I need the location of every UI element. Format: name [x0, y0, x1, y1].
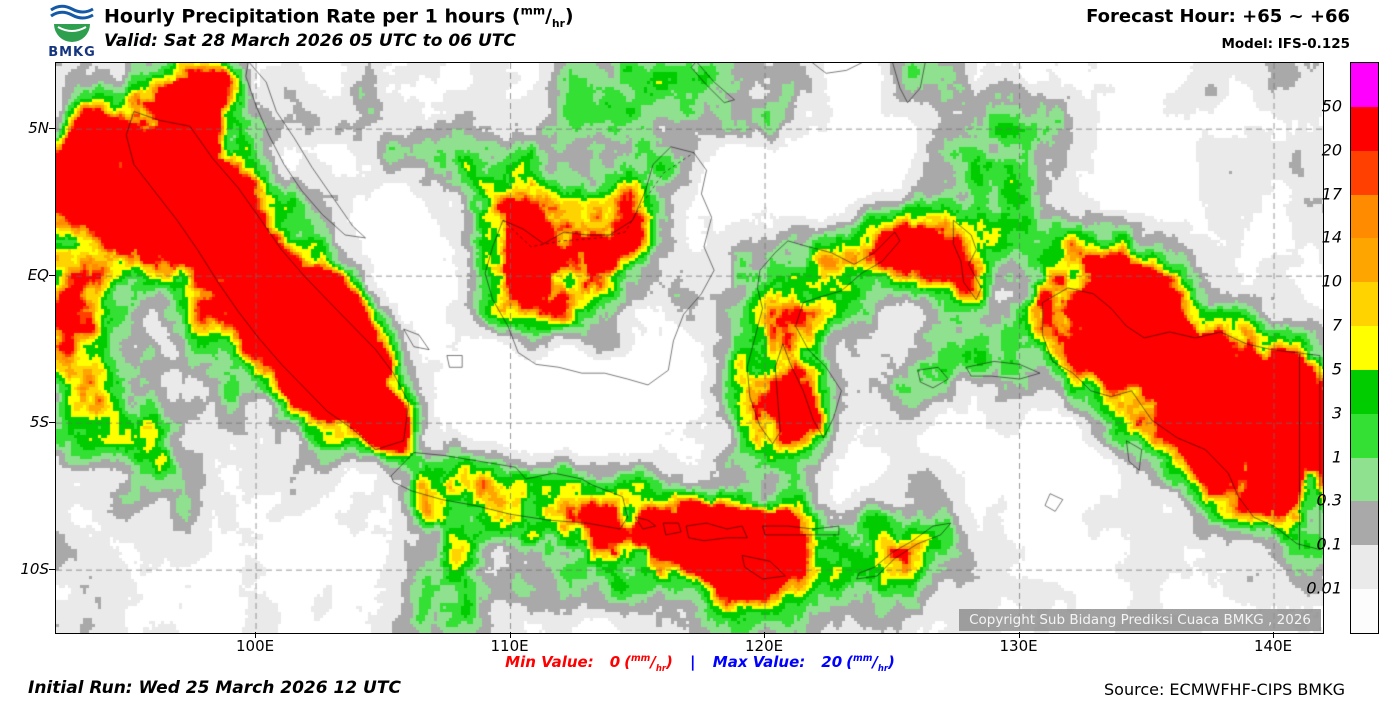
- source-label: Source: ECMWFHF-CIPS BMKG: [1104, 680, 1345, 699]
- legend-color-segment: [1351, 589, 1378, 633]
- legend-label: 7: [1331, 315, 1342, 335]
- max-value-group: Max Value: 20 (mm/hr): [712, 653, 895, 673]
- legend-label: 3: [1331, 403, 1342, 423]
- valid-subtitle: Valid: Sat 28 March 2026 05 UTC to 06 UT…: [104, 31, 516, 51]
- x-axis-tick-mark: [255, 632, 257, 638]
- legend-label: 20: [1321, 140, 1342, 160]
- legend-color-segment: [1351, 238, 1378, 283]
- x-axis-tick-label: 120E: [744, 637, 784, 655]
- copyright-overlay: Copyright Sub Bidang Prediksi Cuaca BMKG…: [959, 609, 1321, 631]
- max-label: Max Value:: [712, 653, 806, 671]
- minmax-bar: Min Value: 0 (mm/hr) | Max Value: 20 (mm/hr): [0, 653, 1400, 673]
- legend-color-segment: [1351, 282, 1378, 327]
- y-axis-tick-label: EQ: [27, 266, 49, 285]
- legend-label: 0.3: [1316, 490, 1342, 510]
- x-axis-tick-label: 140E: [1253, 637, 1293, 655]
- legend-color-segment: [1351, 106, 1378, 151]
- model-label: Model: IFS-0.125: [1221, 36, 1350, 52]
- max-unit-mm-per-hr: (mm/hr): [846, 653, 895, 673]
- legend-color-segment: [1351, 150, 1378, 195]
- bmkg-logo-label: BMKG: [48, 45, 96, 60]
- y-axis-tick-mark: [49, 275, 55, 277]
- y-axis-tick-mark: [49, 128, 55, 130]
- max-value: 20: [821, 653, 843, 671]
- y-axis-tick-mark: [49, 422, 55, 424]
- legend-color-segment: [1351, 63, 1378, 107]
- legend-label: 5: [1331, 359, 1342, 379]
- x-axis-tick-label: 110E: [490, 637, 529, 655]
- x-axis-tick-mark: [509, 632, 511, 638]
- map-frame: Copyright Sub Bidang Prediksi Cuaca BMKG…: [55, 62, 1324, 634]
- y-axis-tick-label: 5N: [28, 119, 49, 138]
- legend-color-segment: [1351, 369, 1378, 414]
- x-axis-tick-label: 100E: [235, 637, 275, 655]
- y-axis-tick-label: 5S: [29, 413, 49, 432]
- legend-label: 14: [1321, 227, 1342, 247]
- x-axis-tick-label: 130E: [999, 637, 1038, 655]
- min-label: Min Value:: [505, 653, 594, 671]
- page-title-text: Hourly Precipitation Rate per 1 hours: [104, 5, 512, 28]
- legend-label: 17: [1321, 184, 1342, 204]
- forecast-hour-label: Forecast Hour: +65 ~ +66: [1086, 6, 1350, 27]
- legend-color-segment: [1351, 413, 1378, 458]
- legend-label: 0.01: [1306, 578, 1342, 598]
- page-title: Hourly Precipitation Rate per 1 hours (m…: [104, 4, 574, 30]
- min-unit-mm-per-hr: (mm/hr): [624, 653, 673, 673]
- value-separator: |: [690, 653, 696, 671]
- legend-color-segment: [1351, 326, 1378, 370]
- initial-run-label: Initial Run: Wed 25 March 2026 12 UTC: [28, 678, 401, 698]
- y-axis-tick-mark: [49, 569, 55, 571]
- legend-colorbar: [1350, 62, 1379, 634]
- legend-label: 0.1: [1316, 534, 1342, 554]
- x-axis-tick-mark: [764, 632, 766, 638]
- min-value: 0: [609, 653, 621, 671]
- legend-label: 10: [1321, 271, 1342, 291]
- legend-color-segment: [1351, 501, 1378, 546]
- x-axis-tick-mark: [1018, 632, 1020, 638]
- title-unit-mm-per-hr: (mm/hr): [511, 4, 574, 31]
- x-axis-tick-mark: [1273, 632, 1275, 638]
- legend-color-segment: [1351, 457, 1378, 502]
- y-axis-tick-label: 10S: [20, 560, 49, 579]
- legend-color-segment: [1351, 545, 1378, 590]
- legend-color-segment: [1351, 194, 1378, 239]
- bmkg-logo-graphic: [50, 4, 94, 42]
- bmkg-logo: BMKG: [44, 2, 100, 60]
- min-value-group: Min Value: 0 (mm/hr): [505, 653, 673, 673]
- precipitation-canvas: [56, 63, 1323, 633]
- legend-label: 1: [1331, 447, 1342, 467]
- legend-label: 50: [1321, 96, 1342, 116]
